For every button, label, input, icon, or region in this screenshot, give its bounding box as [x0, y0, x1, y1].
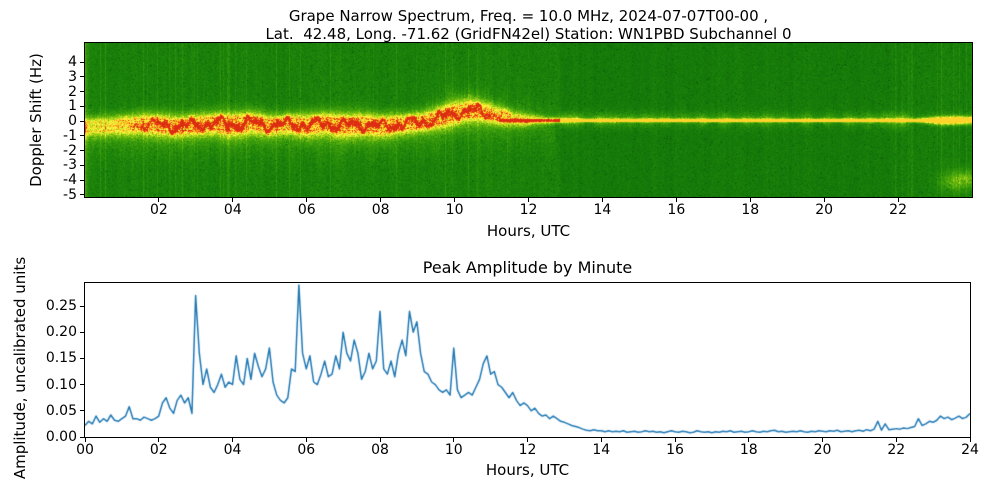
tick-mark: [80, 150, 84, 152]
tick-mark: [232, 198, 234, 202]
tick-mark: [80, 410, 84, 412]
tick-mark: [80, 357, 84, 359]
tick-label: 14: [592, 442, 611, 458]
tick-label: 16: [667, 202, 686, 218]
tick-label: -5: [63, 186, 77, 203]
tick-mark: [969, 438, 971, 442]
tick-label: 22: [887, 442, 906, 458]
amplitude-canvas: [85, 283, 970, 437]
tick-mark: [675, 198, 677, 202]
tick-label: 02: [149, 442, 168, 458]
tick-mark: [80, 76, 84, 78]
tick-label: 16: [666, 442, 684, 458]
tick-label: 0.20: [45, 324, 77, 341]
tick-mark: [80, 194, 84, 196]
tick-label: 14: [593, 202, 612, 218]
tick-mark: [306, 198, 308, 202]
tick-label: 3: [68, 68, 77, 85]
tick-mark: [80, 135, 84, 137]
tick-label: 0: [68, 113, 77, 130]
tick-label: 0.25: [45, 298, 77, 315]
tick-label: 0.05: [45, 402, 77, 419]
tick-mark: [80, 436, 84, 438]
tick-label: 12: [519, 202, 538, 218]
tick-label: 02: [149, 202, 168, 218]
tick-mark: [84, 438, 86, 442]
tick-label: 2: [68, 83, 77, 100]
tick-mark: [80, 331, 84, 333]
tick-label: 4: [68, 54, 77, 71]
tick-mark: [674, 438, 676, 442]
tick-mark: [528, 198, 529, 202]
tick-label: 22: [889, 202, 907, 218]
tick-mark: [80, 120, 84, 122]
tick-mark: [80, 105, 84, 107]
spectrogram-title-line2: Lat. 42.48, Long. -71.62 (GridFN42el) St…: [265, 25, 792, 43]
tick-label: 18: [739, 442, 758, 458]
tick-mark: [80, 164, 84, 166]
tick-mark: [379, 438, 381, 442]
tick-label: 0.00: [45, 429, 77, 445]
spectrogram-title-line1: Grape Narrow Spectrum, Freq. = 10.0 MHz,…: [288, 7, 769, 25]
tick-label: -3: [63, 157, 77, 174]
tick-label: 20: [815, 202, 834, 218]
tick-mark: [80, 179, 84, 181]
amplitude-x-axis-label: Hours, UTC: [485, 461, 570, 479]
tick-mark: [527, 438, 528, 442]
tick-label: -4: [63, 172, 77, 189]
amplitude-plot-area: [84, 282, 971, 438]
tick-label: 08: [371, 202, 390, 218]
tick-mark: [80, 91, 84, 93]
tick-label: 10: [444, 442, 463, 458]
tick-mark: [823, 198, 825, 202]
spectrogram-x-axis-label: Hours, UTC: [486, 222, 571, 240]
tick-mark: [80, 384, 84, 386]
tick-mark: [895, 438, 897, 442]
tick-label: 18: [741, 202, 760, 218]
tick-label: 04: [223, 202, 242, 218]
tick-mark: [232, 438, 233, 442]
tick-mark: [748, 438, 750, 442]
tick-mark: [380, 198, 382, 202]
tick-mark: [897, 198, 899, 202]
tick-mark: [80, 61, 84, 63]
tick-mark: [454, 198, 456, 202]
tick-mark: [822, 438, 823, 442]
tick-label: 10: [445, 202, 464, 218]
tick-label: 1: [68, 98, 77, 115]
amplitude-y-axis-label: Amplitude, uncalibrated units: [11, 256, 29, 480]
tick-label: 0.15: [45, 350, 77, 367]
spectrogram-title: Grape Narrow Spectrum, Freq. = 10.0 MHz,…: [85, 7, 972, 43]
tick-label: 06: [297, 442, 316, 458]
tick-mark: [305, 438, 307, 442]
tick-mark: [158, 198, 160, 202]
tick-label: 20: [813, 442, 832, 458]
spectrogram-canvas: [85, 43, 972, 197]
tick-label: 0.10: [45, 376, 77, 393]
tick-label: 04: [223, 442, 242, 458]
tick-label: -1: [63, 127, 77, 144]
tick-label: -2: [63, 142, 77, 159]
tick-mark: [749, 198, 751, 202]
tick-label: 00: [76, 442, 94, 458]
tick-mark: [80, 305, 84, 307]
tick-label: 24: [961, 442, 979, 458]
tick-mark: [601, 198, 603, 202]
tick-label: 12: [518, 442, 537, 458]
tick-label: 06: [297, 202, 316, 218]
amplitude-title: Peak Amplitude by Minute: [422, 258, 633, 277]
tick-mark: [158, 438, 160, 442]
tick-mark: [453, 438, 455, 442]
spectrogram-plot-area: [84, 42, 973, 198]
tick-mark: [600, 438, 602, 442]
tick-label: 08: [371, 442, 389, 458]
